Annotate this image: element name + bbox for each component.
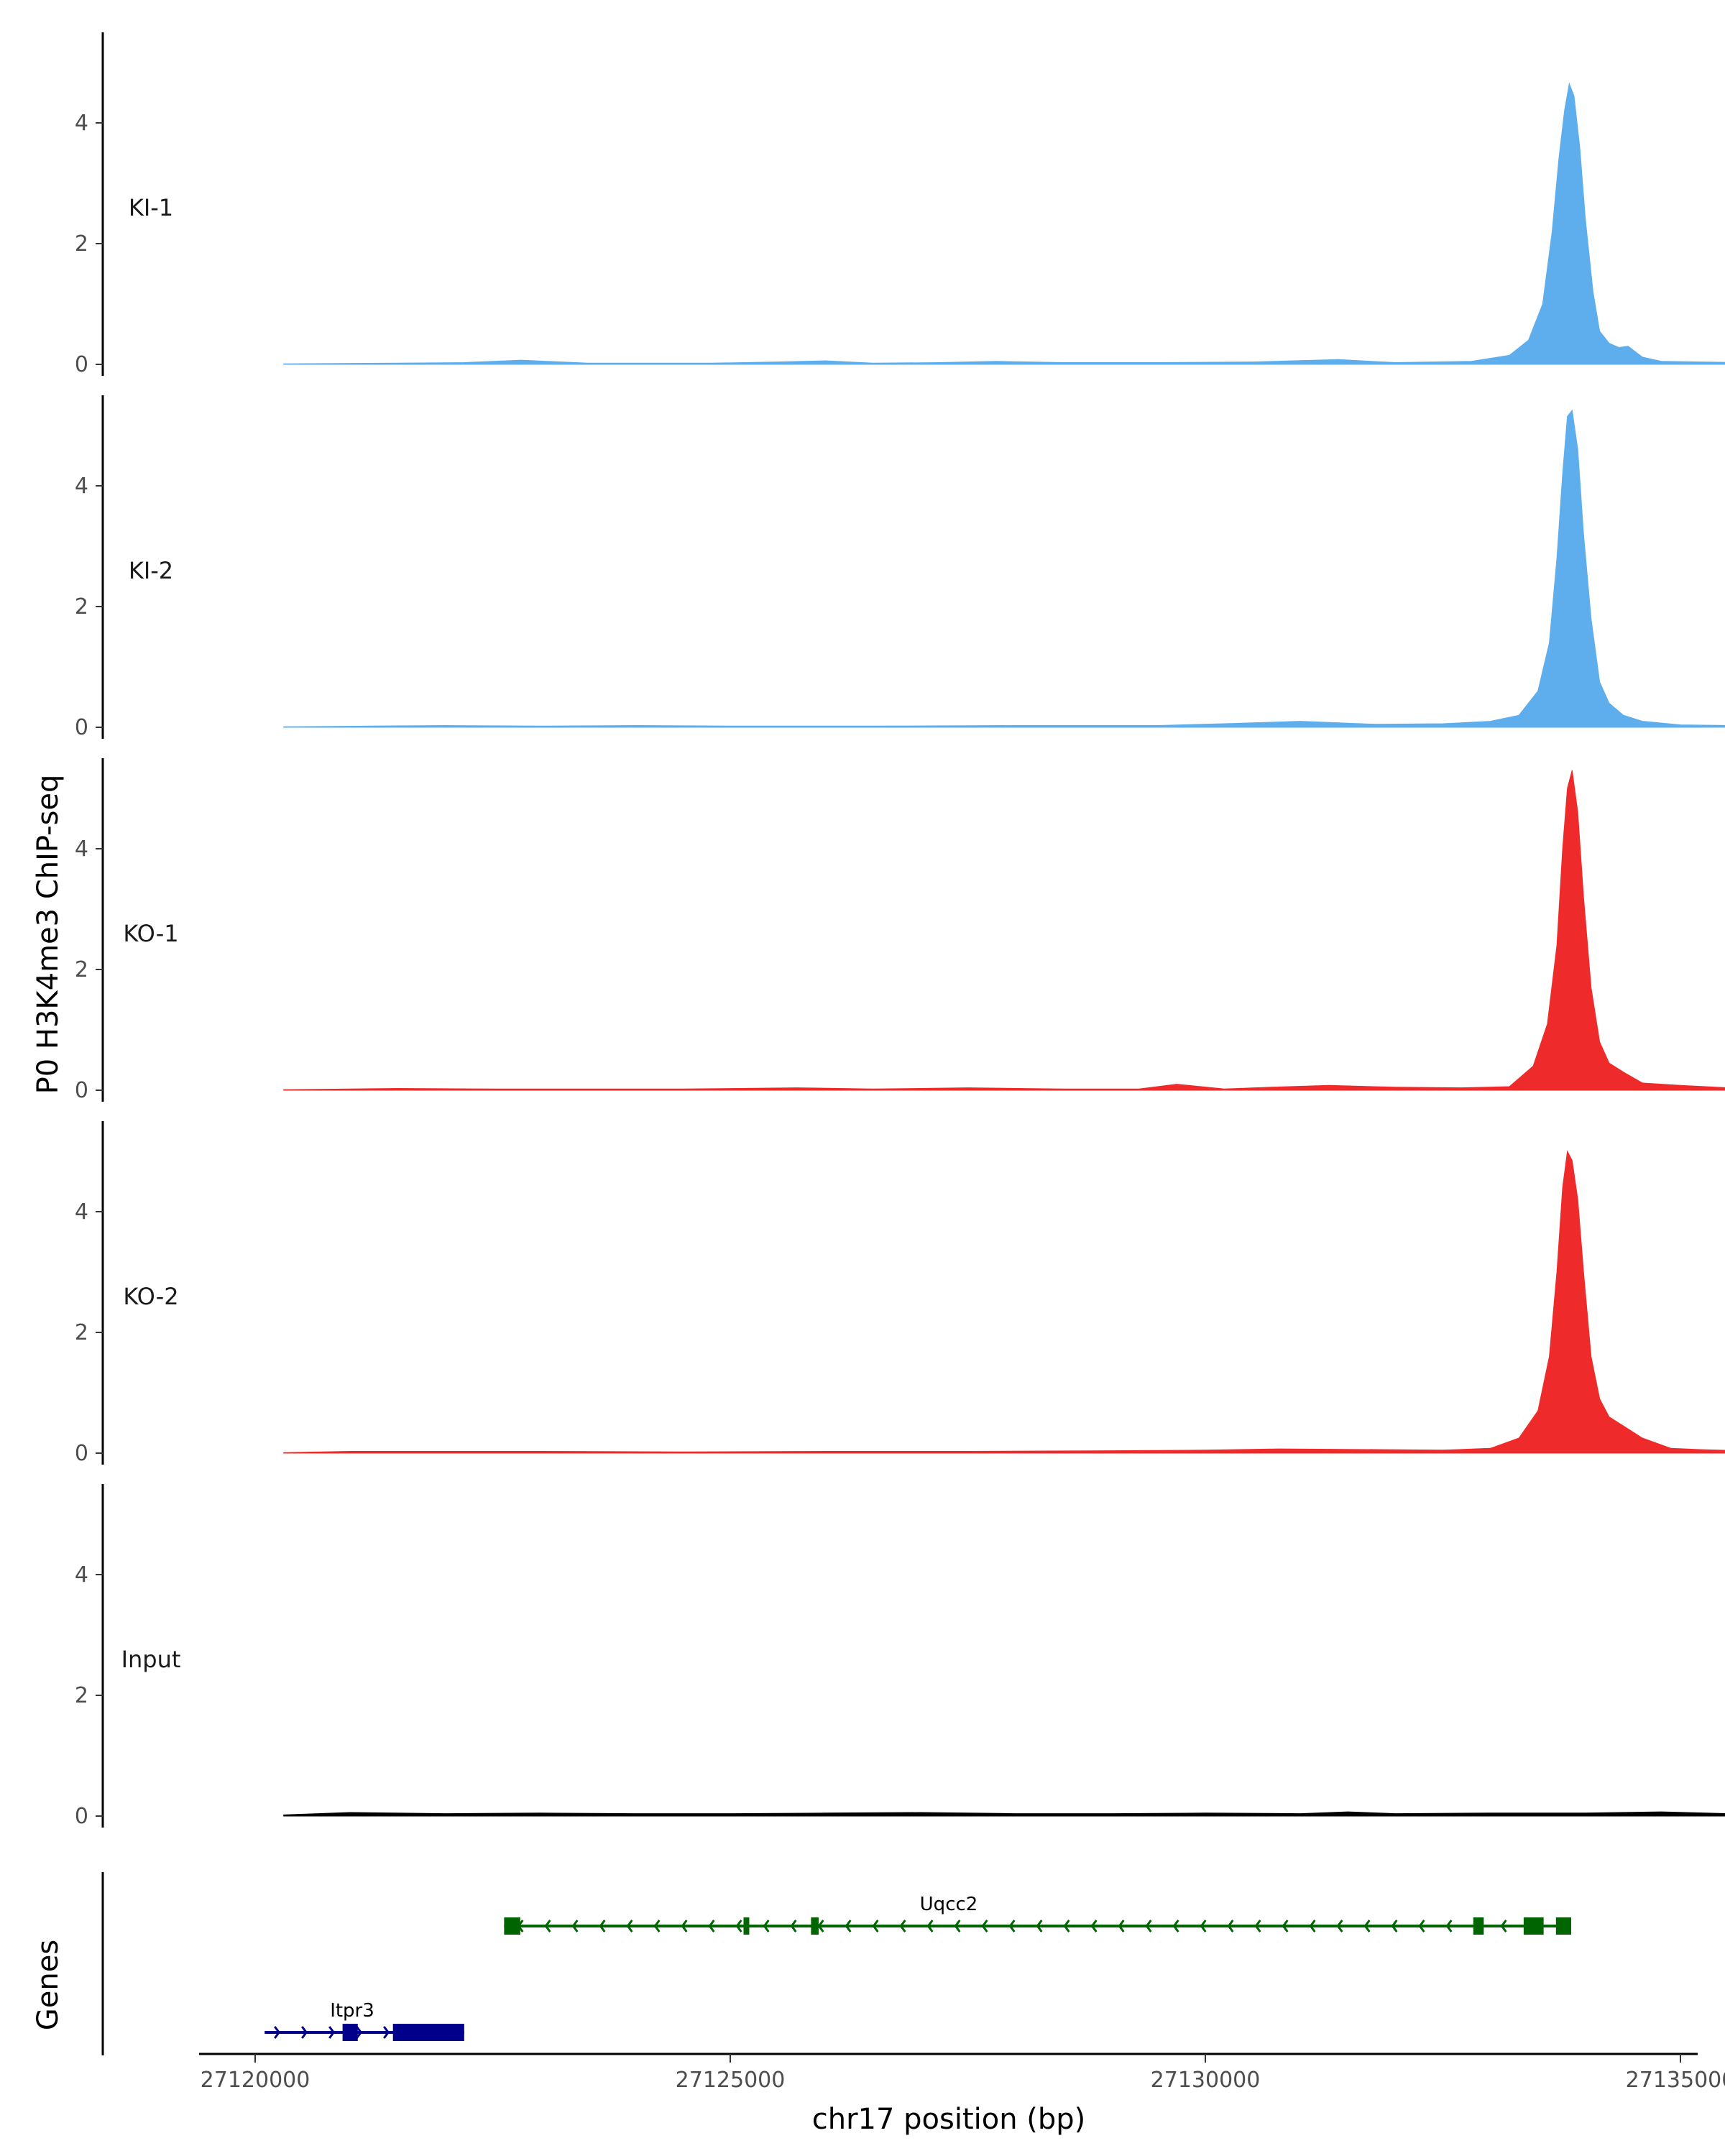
strand-chevron	[1500, 1920, 1507, 1932]
strand-chevron	[1172, 1920, 1179, 1932]
y-tick-label: 4	[75, 837, 88, 862]
gene-exon	[743, 1917, 750, 1935]
y-tick-label: 2	[75, 1683, 88, 1708]
strand-chevron	[1282, 1920, 1289, 1932]
y-axis-title: P0 H3K4me3 ChIP-seq	[32, 775, 65, 1095]
track-label: KO-1	[123, 920, 178, 947]
gene-exon	[504, 1917, 520, 1935]
track-label: Input	[121, 1646, 181, 1673]
strand-chevron	[383, 2026, 390, 2039]
gene-itpr3: Itpr3	[264, 2000, 464, 2041]
y-tick-label: 4	[75, 1199, 88, 1225]
y-tick-label: 4	[75, 1562, 88, 1588]
y-tick-label: 4	[75, 474, 88, 499]
track-label: KI-2	[129, 557, 173, 584]
strand-chevron	[653, 1920, 661, 1932]
strand-chevron	[790, 1920, 797, 1932]
x-tick-label: 27130000	[1151, 2068, 1261, 2093]
x-axis-title: chr17 position (bp)	[812, 2103, 1086, 2136]
strand-chevron	[1063, 1920, 1070, 1932]
strand-chevron	[1254, 1920, 1261, 1932]
strand-chevron	[872, 1920, 879, 1932]
x-tick-label: 27135000	[1626, 2068, 1725, 2093]
gene-exon	[342, 2024, 358, 2041]
signal-area	[283, 1811, 1725, 1817]
track-ko-2: 0 2 4 KO-2	[75, 1121, 1725, 1466]
gene-exon	[1555, 1917, 1571, 1935]
y-tick-label: 0	[75, 1804, 88, 1829]
x-tick-label: 27125000	[676, 2068, 786, 2093]
y-tick-label: 2	[75, 1320, 88, 1345]
strand-chevron	[763, 1920, 770, 1932]
signal-area	[283, 1150, 1725, 1454]
strand-chevron	[1145, 1920, 1152, 1932]
genes-panel-title: Genes	[32, 1940, 65, 2030]
tracks-layer: 0 2 4 KI-1 0 2 4 KI-2 0 2 4 KO-1 0 2 4 KO-2 0 2 4 Input	[75, 32, 1725, 1829]
strand-chevron	[1309, 1920, 1316, 1932]
x-axis: 27120000 27125000 27130000 27135000	[199, 2053, 1725, 2093]
x-tick-label: 27120000	[201, 2068, 310, 2093]
track-ki-2: 0 2 4 KI-2	[75, 395, 1725, 740]
strand-chevron	[817, 1920, 824, 1932]
strand-chevron	[981, 1920, 988, 1932]
strand-chevron	[1227, 1920, 1234, 1932]
strand-chevron	[599, 1920, 606, 1932]
signal-area	[283, 82, 1725, 365]
strand-chevron	[954, 1920, 961, 1932]
y-tick-label: 0	[75, 715, 88, 740]
strand-chevron	[1418, 1920, 1425, 1932]
strand-chevron	[926, 1920, 934, 1932]
y-tick-label: 0	[75, 352, 88, 377]
signal-area	[283, 409, 1725, 728]
strand-chevron	[1118, 1920, 1125, 1932]
strand-chevron	[1336, 1920, 1343, 1932]
strand-chevron	[1036, 1920, 1043, 1932]
strand-chevron	[1008, 1920, 1016, 1932]
strand-chevron	[301, 2026, 308, 2039]
track-input: 0 2 4 Input	[75, 1484, 1725, 1829]
strand-chevron	[544, 1920, 551, 1932]
track-ko-1: 0 2 4 KO-1	[75, 758, 1725, 1103]
y-tick-label: 2	[75, 231, 88, 257]
strand-chevron	[1391, 1920, 1398, 1932]
strand-chevron	[571, 1920, 579, 1932]
genes-layer: Uqcc2 Itpr3	[101, 1872, 1571, 2055]
gene-uqcc2: Uqcc2	[504, 1894, 1571, 1935]
gene-label: Uqcc2	[920, 1894, 978, 1915]
strand-chevron	[899, 1920, 906, 1932]
strand-chevron	[1363, 1920, 1371, 1932]
signal-area	[283, 770, 1725, 1091]
strand-chevron	[328, 2026, 336, 2039]
strand-chevron	[845, 1920, 852, 1932]
track-label: KI-1	[129, 194, 173, 221]
strand-chevron	[274, 2026, 281, 2039]
strand-chevron	[356, 2026, 363, 2039]
strand-chevron	[626, 1920, 633, 1932]
y-tick-label: 4	[75, 111, 88, 136]
gene-exon	[811, 1917, 819, 1935]
strand-chevron	[735, 1920, 742, 1932]
y-tick-label: 2	[75, 957, 88, 982]
gene-exon	[1523, 1917, 1544, 1935]
track-ki-1: 0 2 4 KI-1	[75, 32, 1725, 377]
strand-chevron	[708, 1920, 715, 1932]
gene-exon	[1473, 1917, 1484, 1935]
strand-chevron	[681, 1920, 688, 1932]
y-tick-label: 2	[75, 594, 88, 619]
gene-exon	[392, 2024, 464, 2041]
strand-chevron	[1090, 1920, 1098, 1932]
gene-label: Itpr3	[330, 2000, 374, 2022]
y-tick-label: 0	[75, 1078, 88, 1103]
strand-chevron	[1200, 1920, 1207, 1932]
track-label: KO-2	[123, 1283, 178, 1310]
y-tick-label: 0	[75, 1441, 88, 1466]
strand-chevron	[1445, 1920, 1453, 1932]
